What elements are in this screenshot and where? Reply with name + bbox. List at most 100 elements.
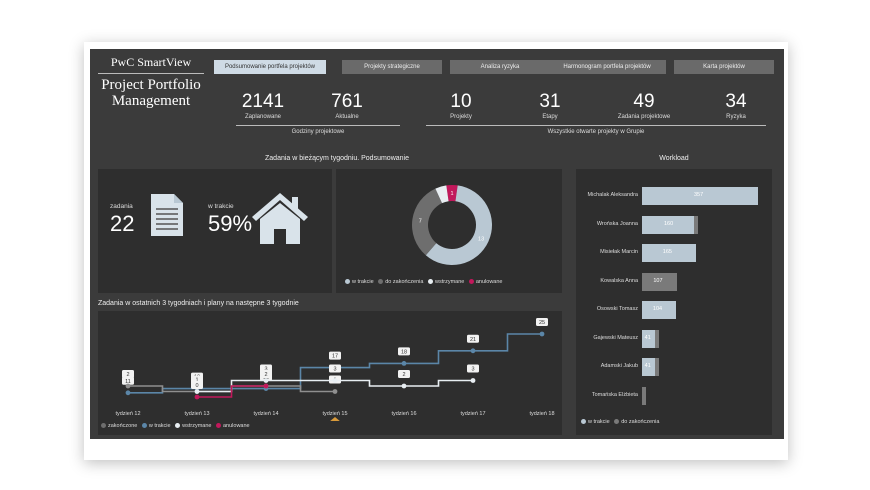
week-summary-panel: zadania 22 w trakcie 59% [98, 169, 332, 293]
timeline-series-line[interactable] [197, 385, 266, 398]
workload-bar-to-finish[interactable] [642, 272, 677, 291]
timeline-point[interactable] [194, 389, 200, 394]
timeline-value-box [122, 370, 134, 378]
timeline-series-line[interactable] [197, 379, 473, 393]
timeline-point[interactable] [401, 361, 407, 366]
current-week-arrow-icon [330, 417, 340, 421]
donut-slice[interactable] [425, 185, 492, 265]
kpi-projects: 10 Projekty [426, 92, 496, 121]
workload-panel: Michalak Aleksandra 357 Wrońska Joanna 160 M… [576, 169, 772, 435]
workload-bar-to-finish[interactable] [693, 215, 698, 234]
donut-legend: w trakcie do zakończenia wstrzymane anul… [342, 279, 502, 285]
legend-dot [428, 279, 433, 285]
workload-bar-to-finish[interactable] [642, 386, 646, 405]
workload-bar-to-finish[interactable] [655, 329, 660, 348]
timeline-point[interactable] [401, 383, 407, 389]
workload-row[interactable]: Adamski Jakub 41 [576, 358, 772, 376]
timeline-value-box [398, 370, 410, 378]
timeline-series-line[interactable] [128, 333, 542, 394]
workload-row[interactable]: Tomańska Elżbieta [576, 386, 772, 405]
timeline-point[interactable] [125, 383, 131, 389]
legend-label: wstrzymane [435, 279, 465, 285]
workload-bar-in-progress[interactable] [642, 358, 656, 376]
timeline-value-box [191, 381, 203, 389]
workload-row[interactable]: Misiełak Marcin 165 [576, 244, 772, 262]
week-summary-title: Zadania w bieżącym tygodniu. Podsumowani… [265, 155, 409, 162]
open-projects-group-label: Wszystkie otwarte projekty w Grupie [547, 129, 645, 135]
tab-portfolio-schedule[interactable]: Harmonogram portfela projektów [548, 60, 666, 74]
kpi-stages: 31 Etapy [515, 91, 585, 121]
kpi-value: 34 [725, 91, 747, 112]
timeline-point[interactable] [194, 394, 200, 400]
workload-row[interactable]: Michalak Aleksandra 357 [576, 187, 772, 205]
tab-portfolio-summary[interactable]: Podsumowanie portfela projektów [214, 60, 326, 74]
legend-label: w trakcie [352, 279, 374, 285]
kpi-value: 2141 [241, 91, 285, 112]
legend-dot [141, 423, 147, 429]
workload-row[interactable]: Kowalska Anna 107 [576, 272, 772, 291]
timeline-point[interactable] [470, 348, 476, 354]
workload-bar-in-progress[interactable] [642, 301, 676, 319]
workload-row[interactable]: Gajewski Mateusz 41 [576, 329, 772, 348]
timeline-panel: 1112121718212521211332302tydzień 12tydzi… [98, 311, 562, 435]
page-title: Project Portfolio Management [101, 77, 201, 109]
workload-row[interactable]: Osowski Tomasz 104 [576, 301, 772, 319]
workload-value-label: 41 [644, 334, 651, 341]
timeline-value-label: 17 [332, 354, 338, 360]
workload-person-name: Kowalska Anna [600, 277, 638, 284]
timeline-chart: 1112121718212521211332302tydzień 12tydzi… [115, 318, 555, 421]
kpi-value: 31 [539, 91, 561, 112]
kpi-label: Aktualne [335, 114, 359, 120]
timeline-value-label: 0 [195, 383, 198, 389]
kpi-label: Etapy [542, 114, 558, 120]
kpi-label: Ryzyka [726, 114, 746, 120]
timeline-x-label: tydzień 17 [460, 411, 485, 417]
hours-group-label: Godziny projektowe [291, 129, 345, 135]
donut-slice[interactable] [446, 185, 458, 202]
timeline-point[interactable] [470, 378, 476, 383]
kpi-actual: 761 Aktualne [312, 92, 382, 121]
workload-value-label: 107 [653, 277, 663, 284]
brand-block: PwC SmartView Project Portfolio Manageme… [98, 55, 204, 109]
workload-title: Workload [659, 155, 689, 162]
workload-bar-to-finish[interactable] [655, 358, 660, 376]
workload-person-name: Tomańska Elżbieta [591, 391, 638, 398]
workload-bar-in-progress[interactable] [642, 244, 696, 262]
progress-label: w trakcie [208, 203, 234, 210]
workload-value-label: 165 [662, 249, 672, 255]
workload-bar-in-progress[interactable] [642, 329, 656, 348]
tab-strategic-projects[interactable]: Projekty strategiczne [342, 60, 442, 74]
timeline-x-label: tydzień 14 [253, 411, 278, 417]
workload-legend: w trakcie do zakończenia [578, 419, 659, 425]
house-icon [252, 193, 308, 244]
kpi-tasks: 49 Zadania projektowe [604, 91, 684, 121]
donut-panel: 1 13 7 w trakcie do zakończenia wstrzymane… [336, 169, 562, 293]
kpi-planned: 2141 Zaplanowane [228, 91, 298, 121]
timeline-point[interactable] [539, 331, 545, 337]
donut-slice[interactable] [412, 188, 443, 256]
kpi-label: Projekty [450, 114, 472, 120]
tab-project-card[interactable]: Karta projektów [674, 60, 774, 74]
divider [236, 125, 400, 126]
tab-risk-analysis[interactable]: Analiza ryzyka [450, 60, 550, 74]
timeline-legend: zakończone w trakcie wstrzymane anulowan… [98, 423, 250, 429]
legend-label: anulowane [223, 423, 250, 429]
timeline-point[interactable] [332, 389, 338, 394]
kpi-value: 49 [633, 91, 655, 112]
timeline-point[interactable] [332, 378, 338, 383]
donut-slice[interactable] [435, 185, 449, 204]
tasks-value: 22 [110, 211, 135, 236]
workload-person-name: Gajewski Mateusz [593, 334, 638, 341]
workload-person-name: Misiełak Marcin [600, 249, 638, 255]
timeline-value-label: 18 [401, 349, 407, 355]
timeline-value-box [467, 334, 479, 343]
timeline-point[interactable] [263, 383, 269, 389]
timeline-point[interactable] [263, 378, 269, 383]
workload-bar-in-progress[interactable] [642, 187, 758, 205]
timeline-title: Zadania w ostatnich 3 tygodniach i plany… [98, 300, 299, 307]
timeline-x-label: tydzień 13 [184, 411, 209, 417]
timeline-point[interactable] [125, 390, 131, 396]
legend-dot [101, 423, 106, 429]
workload-row[interactable]: Wrońska Joanna 160 [576, 215, 772, 234]
workload-bar-in-progress[interactable] [642, 215, 694, 234]
